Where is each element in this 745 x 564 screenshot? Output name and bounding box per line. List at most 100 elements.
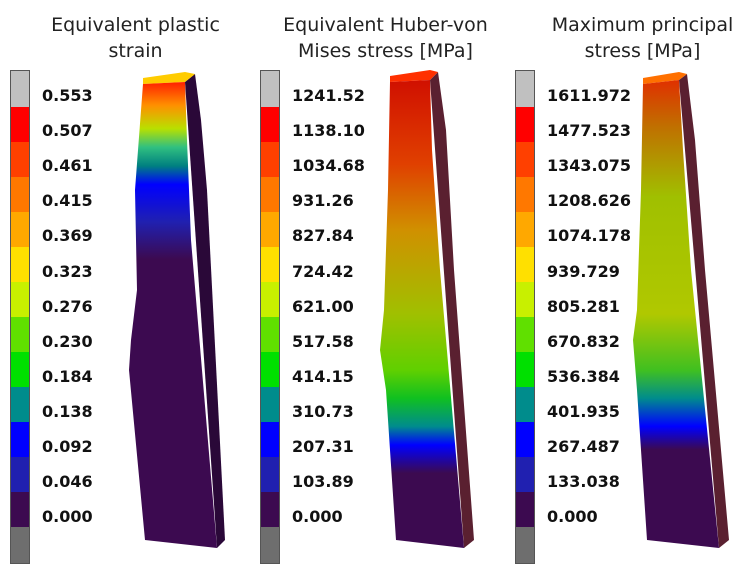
panel-title: Maximum principal stress [MPa]: [551, 14, 734, 62]
mises-contour-model: [380, 70, 474, 548]
colorbar-tick-label: 310.73: [292, 401, 354, 421]
strain-contour-model: [129, 72, 225, 548]
colorbar-tick-label: 827.84: [292, 226, 354, 246]
colorbar-segment: [11, 317, 29, 352]
colorbar-tick-label: 931.26: [292, 191, 354, 211]
colorbar-tick-label: 103.89: [292, 472, 354, 492]
colorbar-tick-label: 1477.523: [547, 121, 632, 141]
colorbar-tick-label: 267.487: [547, 437, 620, 456]
colorbar-tick-label: 0.230: [42, 331, 93, 351]
colorbar-segment: [516, 177, 534, 212]
colorbar-segment: [261, 352, 279, 387]
colorbar-tick-label: 1034.68: [292, 156, 365, 176]
colorbar-segment: [516, 282, 534, 317]
colorbar-segment: [516, 422, 534, 457]
colorbar-segment: [516, 387, 534, 422]
model-front-face: [380, 80, 464, 548]
colorbar-tick-label: 0.369: [42, 226, 93, 246]
panel-title: Equivalent Huber-von Mises stress [MPa]: [283, 14, 488, 62]
colorbar-segment: [261, 247, 279, 282]
colorbar-tick-label: 0.461: [42, 156, 93, 176]
colorbar-tick-label: 0.000: [292, 507, 343, 527]
colorbar-segment: [11, 177, 29, 212]
colorbar-tick-label: 670.832: [547, 331, 620, 351]
colorbar-segment: [261, 527, 279, 563]
model-side-face: [430, 72, 474, 548]
colorbar-segment: [516, 142, 534, 177]
colorbar-tick-label: 0.415: [42, 191, 93, 211]
colorbar-tick-label: 207.31: [292, 437, 354, 456]
model-top-face: [390, 70, 438, 82]
panel-equivalent-plastic-strain: Equivalent plastic strain 0.553 0.507 0.46…: [0, 0, 248, 564]
colorbar-segment: [516, 212, 534, 247]
colorbar-segment: [11, 142, 29, 177]
colorbar-tick-label: 0.184: [42, 366, 93, 386]
colorbar-tick-label: 133.038: [547, 472, 620, 492]
colorbar-tick-label: 401.935: [547, 401, 620, 421]
model-front-face: [129, 82, 217, 548]
colorbar-tick-label: 0.000: [42, 507, 93, 527]
colorbar-segment: [11, 422, 29, 457]
colorbar-tick-label: 621.00: [292, 296, 354, 316]
colorbar-segment: [261, 317, 279, 352]
colorbar-tick-label: 0.276: [42, 296, 93, 316]
colorbar: [260, 70, 280, 564]
colorbar-segment: [516, 492, 534, 527]
colorbar-tick-label: 414.15: [292, 366, 354, 386]
colorbar-segment: [11, 527, 29, 563]
colorbar-tick-label: 0.507: [42, 121, 93, 141]
colorbar-tick-label: 1074.178: [547, 226, 632, 246]
model-front-face: [633, 80, 719, 548]
colorbar-tick-label: 0.138: [42, 401, 93, 421]
principal-contour-model: [633, 72, 729, 548]
colorbar-segment: [261, 492, 279, 527]
colorbar-segment: [261, 422, 279, 457]
colorbar: [515, 70, 535, 564]
colorbar-segment: [261, 387, 279, 422]
colorbar-tick-label: 1343.075: [547, 156, 632, 176]
colorbar-segment: [516, 457, 534, 492]
colorbar-tick-label: 1138.10: [292, 121, 365, 141]
colorbar-segment: [516, 71, 534, 107]
colorbar-tick-label: 1611.972: [547, 86, 632, 105]
colorbar-tick-label: 1241.52: [292, 86, 365, 105]
panel-title: Equivalent plastic strain: [51, 14, 220, 62]
model-side-face: [679, 74, 729, 548]
colorbar-segment: [261, 457, 279, 492]
colorbar-segment: [261, 177, 279, 212]
colorbar-segment: [11, 457, 29, 492]
colorbar-tick-label: 0.323: [42, 261, 93, 281]
panel-maximum-principal-stress: Maximum principal stress [MPa] 1611.972 1…: [505, 0, 745, 564]
colorbar-segment: [516, 317, 534, 352]
colorbar-segment: [261, 107, 279, 142]
colorbar-segment: [516, 527, 534, 563]
colorbar-segment: [516, 107, 534, 142]
colorbar-segment: [261, 71, 279, 107]
colorbar-segment: [11, 212, 29, 247]
colorbar-tick-label: 1208.626: [547, 191, 632, 211]
colorbar-tick-label: 0.046: [42, 472, 93, 492]
colorbar-segment: [11, 107, 29, 142]
colorbar-tick-label: 517.58: [292, 331, 354, 351]
colorbar-segment: [516, 352, 534, 387]
colorbar-segment: [11, 71, 29, 107]
colorbar-segment: [11, 282, 29, 317]
colorbar-segment: [261, 212, 279, 247]
colorbar-tick-label: 939.729: [547, 261, 620, 281]
colorbar-segment: [11, 492, 29, 527]
colorbar-segment: [261, 142, 279, 177]
colorbar-tick-label: 724.42: [292, 261, 354, 281]
colorbar-tick-label: 0.092: [42, 437, 93, 456]
model-side-face: [185, 74, 225, 548]
colorbar-segment: [11, 352, 29, 387]
colorbar: [10, 70, 30, 564]
colorbar-segment: [261, 282, 279, 317]
colorbar-segment: [11, 247, 29, 282]
colorbar-tick-label: 536.384: [547, 366, 620, 386]
colorbar-segment: [11, 387, 29, 422]
panel-huber-von-mises-stress: Equivalent Huber-von Mises stress [MPa] …: [250, 0, 498, 564]
colorbar-tick-label: 0.000: [547, 507, 598, 527]
model-top-face: [143, 72, 195, 84]
colorbar-tick-label: 805.281: [547, 296, 620, 316]
model-top-face: [643, 72, 687, 84]
